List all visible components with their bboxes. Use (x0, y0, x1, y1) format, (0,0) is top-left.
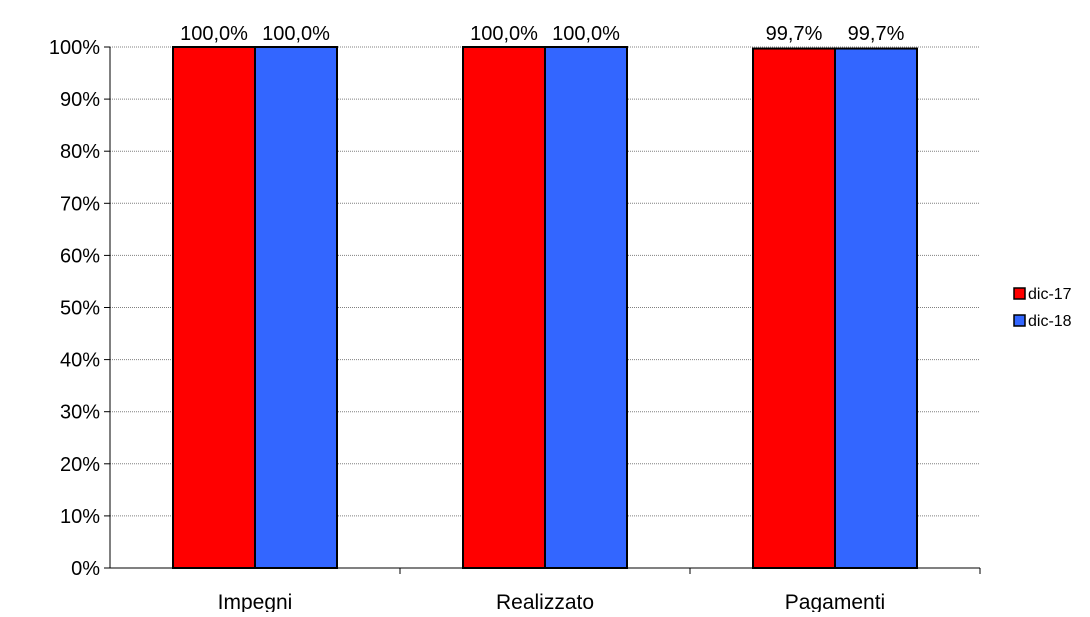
data-label: 100,0% (552, 23, 620, 45)
bars (172, 46, 918, 570)
y-tick-label: 100% (49, 37, 100, 59)
y-tick-label: 40% (60, 350, 100, 372)
data-label: 100,0% (262, 23, 330, 45)
y-tick-label: 80% (60, 141, 100, 163)
bar-dic-18-impegni (254, 46, 338, 569)
bar-dic-17-pagamenti (752, 47, 836, 570)
bar-dic-17-impegni (172, 46, 256, 569)
legend: dic-17 dic-18 (1013, 286, 1072, 330)
data-label: 100,0% (470, 23, 538, 45)
data-label: 100,0% (180, 23, 248, 45)
data-labels: 100,0% 100,0% 100,0% 100,0% 99,7% 99,7% (180, 23, 904, 45)
y-tick-label: 70% (60, 193, 100, 215)
bar-dic-17-realizzato (462, 46, 546, 569)
legend-label: dic-17 (1028, 286, 1072, 303)
x-category-label: Realizzato (496, 591, 594, 612)
legend-swatch (1013, 287, 1026, 300)
bar-dic-18-pagamenti (834, 47, 918, 570)
y-tick-label: 60% (60, 245, 100, 267)
y-tick-label: 30% (60, 402, 100, 424)
y-tick-label: 10% (60, 506, 100, 528)
legend-swatch (1013, 314, 1026, 327)
x-category-label: Pagamenti (785, 591, 885, 612)
x-category-label: Impegni (218, 591, 293, 612)
y-tick-label: 50% (60, 298, 100, 320)
legend-label: dic-18 (1028, 313, 1072, 330)
y-tick-label: 90% (60, 89, 100, 111)
y-tick-label: 20% (60, 454, 100, 476)
data-label: 99,7% (766, 23, 823, 45)
data-label: 99,7% (848, 23, 905, 45)
bar-dic-18-realizzato (544, 46, 628, 569)
y-tick-label: 0% (71, 558, 100, 580)
